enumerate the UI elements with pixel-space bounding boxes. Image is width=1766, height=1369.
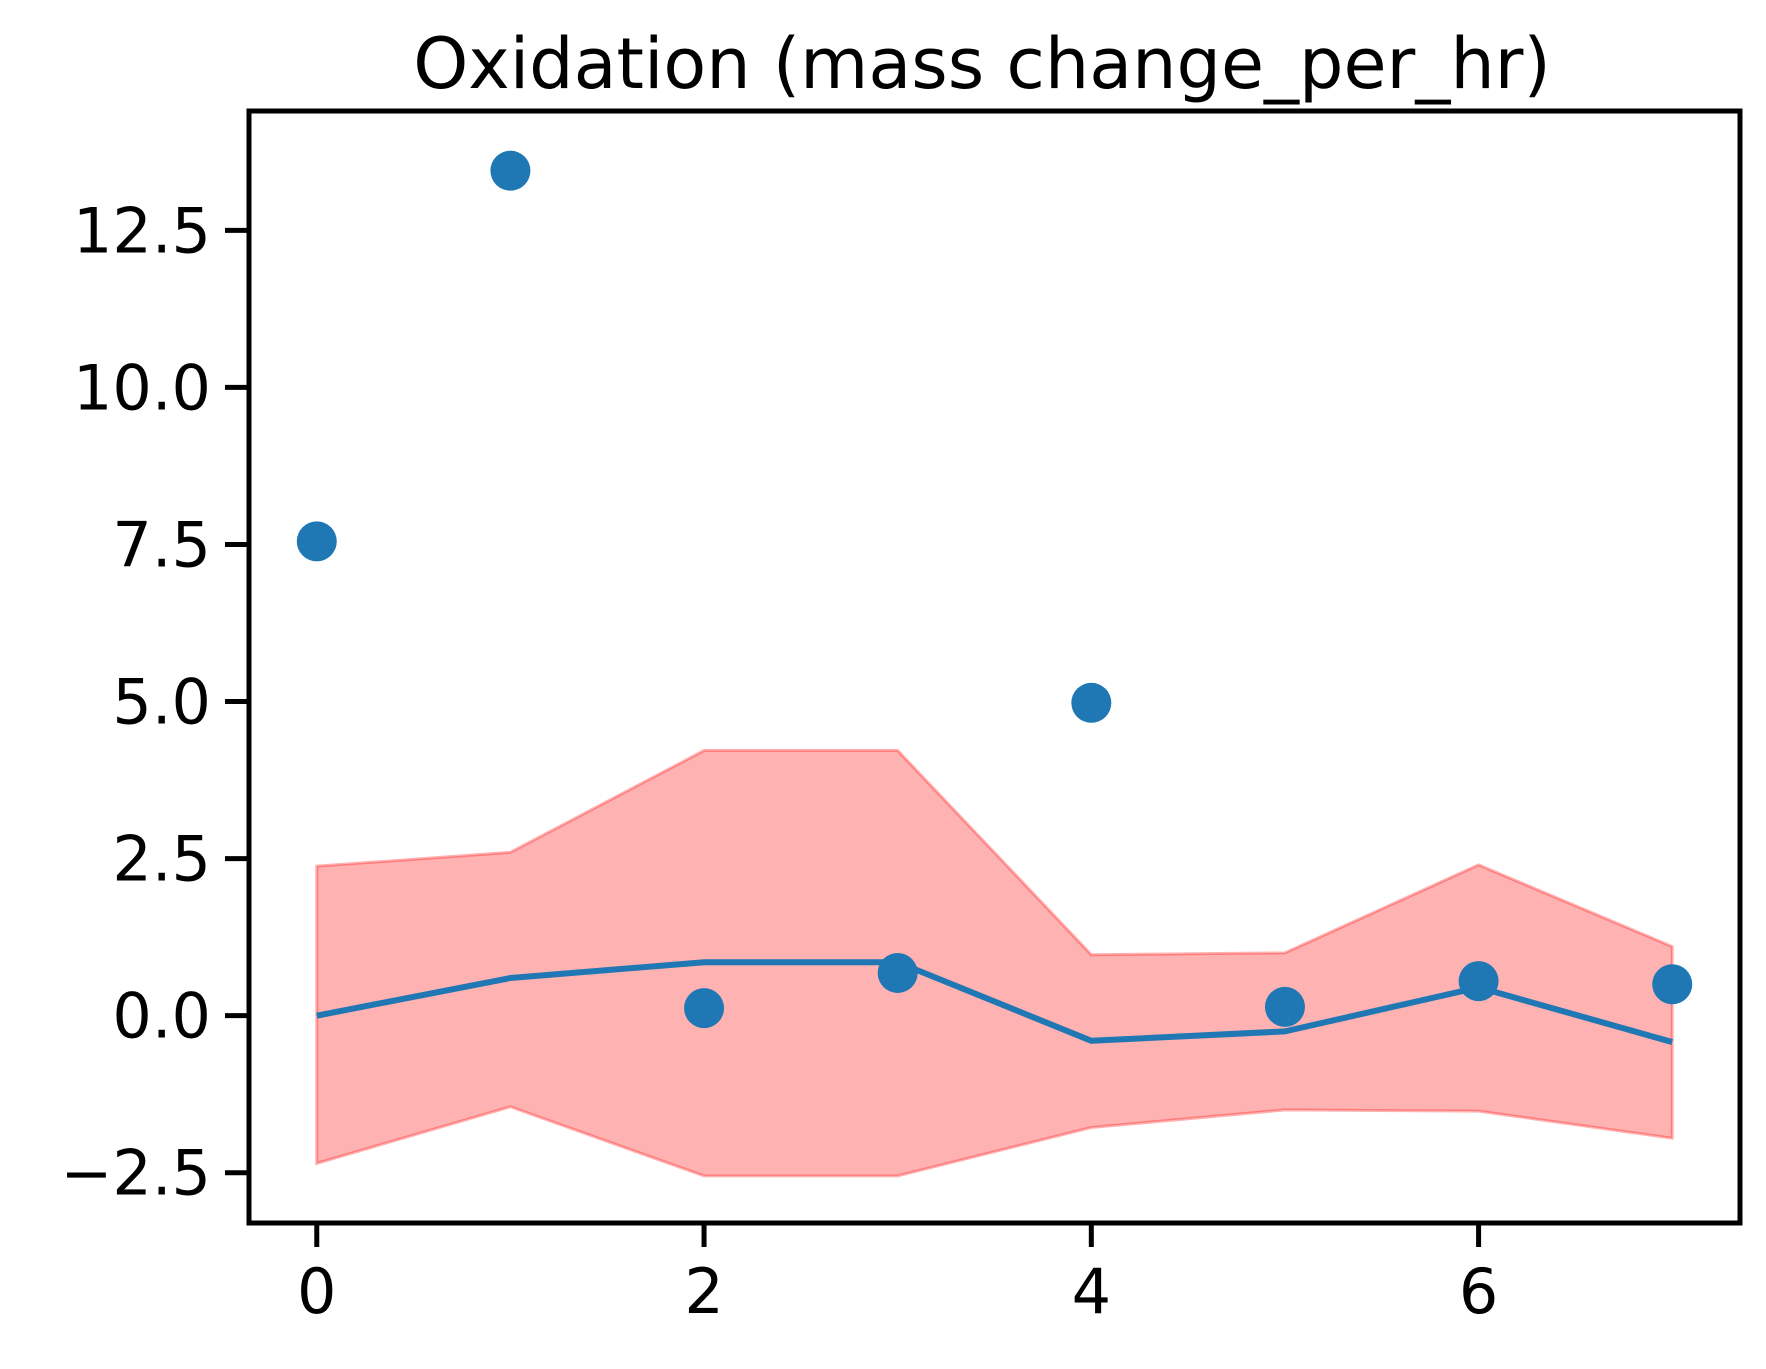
x-tick-label: 0 bbox=[297, 1255, 336, 1328]
y-tick-label: 0.0 bbox=[112, 980, 211, 1053]
plot-frame bbox=[246, 108, 1743, 1226]
scatter-point bbox=[296, 521, 337, 562]
y-tick-label: −2.5 bbox=[60, 1137, 211, 1210]
y-tick-label: 5.0 bbox=[112, 666, 211, 739]
x-axis-ticks: 0 2 4 6 bbox=[297, 1223, 1498, 1328]
y-axis-ticks: −2.5 0.0 2.5 5.0 7.5 10.0 12.5 bbox=[60, 194, 249, 1210]
scatter-point bbox=[1264, 986, 1305, 1027]
y-tick-label: 12.5 bbox=[73, 194, 211, 267]
x-tick-label: 4 bbox=[1072, 1255, 1111, 1328]
y-tick-label: 2.5 bbox=[112, 823, 211, 896]
uncertainty-band-layer bbox=[315, 749, 1674, 1178]
scatter-point bbox=[490, 150, 531, 191]
scatter-point bbox=[877, 952, 918, 993]
mean-line bbox=[316, 959, 1674, 1045]
chart-title: Oxidation (mass change_per_hr) bbox=[413, 23, 1551, 105]
mean-line-layer bbox=[316, 959, 1674, 1045]
y-tick-label: 10.0 bbox=[73, 351, 211, 424]
y-tick-label: 7.5 bbox=[112, 508, 211, 581]
scatter-point bbox=[1458, 961, 1499, 1002]
x-tick-label: 2 bbox=[684, 1255, 723, 1328]
scatter-point bbox=[684, 988, 725, 1029]
x-tick-label: 6 bbox=[1459, 1255, 1498, 1328]
scatter-point bbox=[1071, 682, 1112, 723]
scatter-point bbox=[1652, 964, 1693, 1005]
uncertainty-band bbox=[315, 749, 1674, 1178]
